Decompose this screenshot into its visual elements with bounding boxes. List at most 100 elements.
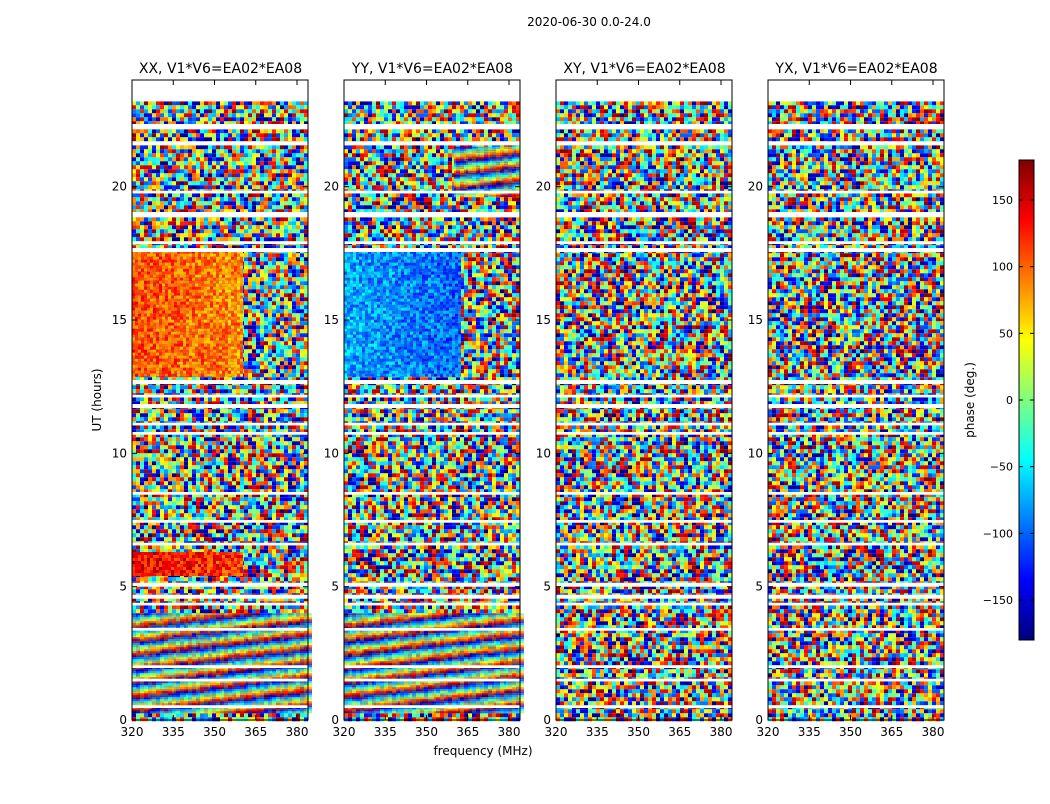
phase-cell: [192, 157, 196, 161]
phase-cell: [244, 105, 248, 109]
phase-cell: [272, 181, 276, 185]
phase-cell: [236, 133, 240, 137]
phase-cell: [140, 205, 144, 209]
phase-cell: [192, 153, 196, 157]
phase-cell: [164, 205, 168, 209]
phase-cell: [240, 113, 244, 117]
phase-cell: [304, 157, 308, 161]
phase-cell: [176, 193, 180, 197]
phase-cell: [264, 157, 268, 161]
phase-cell: [156, 109, 160, 113]
phase-cell: [272, 109, 276, 113]
phase-cell: [168, 101, 172, 105]
phase-cell: [216, 109, 220, 113]
phase-cell: [220, 161, 224, 165]
phase-cell: [180, 197, 184, 201]
phase-cell: [228, 157, 232, 161]
phase-cell: [212, 201, 216, 205]
phase-cell: [200, 161, 204, 165]
phase-cell: [160, 197, 164, 201]
phase-cell: [140, 161, 144, 165]
phase-cell: [268, 145, 272, 149]
phase-cell: [268, 181, 272, 185]
phase-cell: [136, 193, 140, 197]
phase-cell: [196, 161, 200, 165]
phase-cell: [248, 161, 252, 165]
phase-cell: [144, 153, 148, 157]
phase-cell: [192, 193, 196, 197]
phase-cell: [156, 105, 160, 109]
phase-cell: [304, 109, 308, 113]
phase-cell: [132, 117, 136, 121]
phase-cell: [176, 177, 180, 181]
phase-cell: [260, 101, 264, 105]
phase-cell: [200, 149, 204, 153]
phase-cell: [268, 173, 272, 177]
phase-cell: [200, 185, 204, 189]
phase-cell: [268, 165, 272, 169]
phase-cell: [276, 173, 280, 177]
phase-cell: [208, 161, 212, 165]
phase-cell: [136, 185, 140, 189]
phase-cell: [132, 105, 136, 109]
phase-cell: [216, 157, 220, 161]
phase-cell: [244, 101, 248, 105]
phase-cell: [224, 133, 228, 137]
phase-cell: [192, 205, 196, 209]
phase-cell: [140, 109, 144, 113]
phase-cell: [236, 181, 240, 185]
phase-cell: [208, 109, 212, 113]
phase-cell: [276, 113, 280, 117]
phase-cell: [180, 169, 184, 173]
phase-cell: [160, 149, 164, 153]
phase-cell: [208, 173, 212, 177]
phase-cell: [256, 161, 260, 165]
phase-cell: [248, 169, 252, 173]
phase-cell: [156, 205, 160, 209]
phase-cell: [180, 165, 184, 169]
phase-cell: [256, 113, 260, 117]
phase-cell: [172, 165, 176, 169]
phase-cell: [156, 169, 160, 173]
phase-cell: [152, 113, 156, 117]
phase-cell: [300, 165, 304, 169]
phase-cell: [280, 181, 284, 185]
phase-cell: [204, 181, 208, 185]
phase-cell: [300, 145, 304, 149]
phase-cell: [284, 117, 288, 121]
phase-cell: [144, 113, 148, 117]
phase-cell: [196, 149, 200, 153]
phase-cell: [140, 173, 144, 177]
phase-cell: [276, 153, 280, 157]
phase-cell: [172, 181, 176, 185]
phase-cell: [236, 129, 240, 133]
phase-cell: [204, 145, 208, 149]
phase-cell: [260, 157, 264, 161]
phase-cell: [276, 149, 280, 153]
phase-cell: [244, 181, 248, 185]
phase-cell: [208, 101, 212, 105]
phase-cell: [280, 105, 284, 109]
phase-cell: [256, 117, 260, 121]
phase-cell: [240, 161, 244, 165]
phase-cell: [296, 161, 300, 165]
phase-cell: [224, 169, 228, 173]
phase-cell: [224, 157, 228, 161]
phase-cell: [172, 169, 176, 173]
phase-cell: [236, 165, 240, 169]
phase-cell: [164, 161, 168, 165]
phase-cell: [144, 197, 148, 201]
phase-cell: [136, 205, 140, 209]
phase-cell: [300, 157, 304, 161]
phase-cell: [172, 113, 176, 117]
phase-cell: [180, 105, 184, 109]
phase-cell: [200, 113, 204, 117]
phase-cell: [160, 129, 164, 133]
phase-cell: [220, 129, 224, 133]
phase-cell: [284, 133, 288, 137]
phase-cell: [144, 101, 148, 105]
phase-cell: [228, 165, 232, 169]
phase-cell: [288, 161, 292, 165]
phase-cell: [192, 197, 196, 201]
phase-cell: [244, 145, 248, 149]
